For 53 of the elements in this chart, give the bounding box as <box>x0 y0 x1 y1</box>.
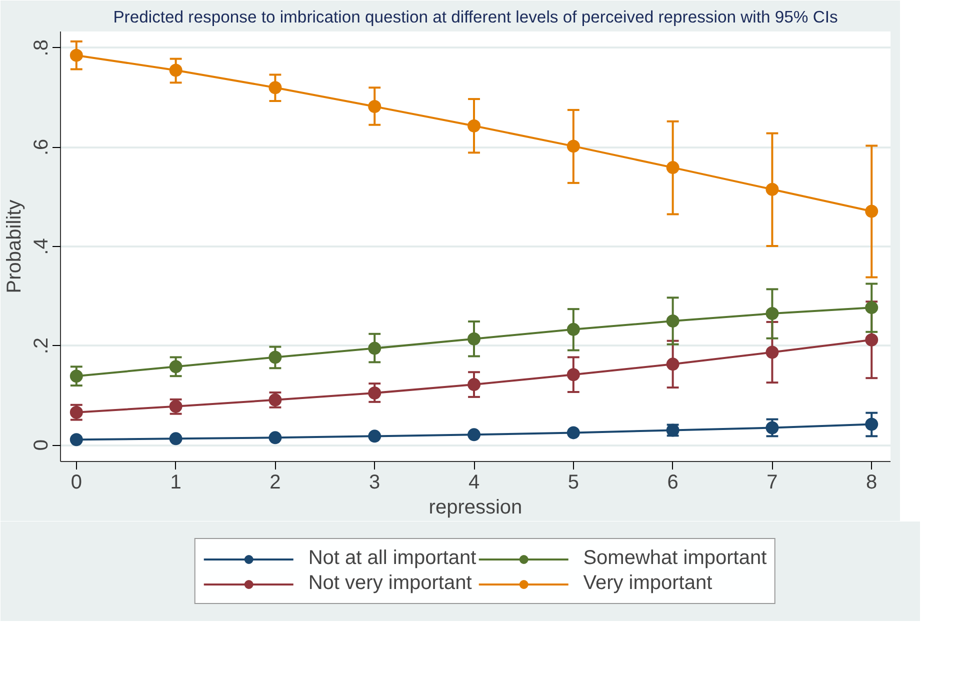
point <box>268 431 282 444</box>
legend-label: Not at all important <box>308 547 476 570</box>
legend-label: Very important <box>583 572 712 595</box>
y-tick-label: .4 <box>30 238 52 255</box>
x-tick-label: 6 <box>667 472 678 494</box>
point <box>268 81 282 94</box>
point <box>666 161 680 174</box>
point <box>70 433 83 446</box>
point <box>169 432 182 446</box>
point <box>865 301 878 314</box>
point <box>865 333 878 346</box>
point <box>468 428 481 442</box>
legend-label: Somewhat important <box>583 547 767 570</box>
y-axis-title: Probability <box>4 200 26 294</box>
point <box>70 48 83 62</box>
point <box>566 322 580 336</box>
y-tick-label: .6 <box>30 138 52 156</box>
point <box>468 332 481 346</box>
y-tick-label: 0 <box>30 440 52 451</box>
x-axis-title: repression <box>428 496 522 518</box>
point <box>766 182 779 196</box>
y-tick-label: .8 <box>30 40 52 56</box>
point <box>666 314 680 328</box>
x-tick-label: 4 <box>468 472 480 494</box>
point <box>766 307 779 320</box>
x-tick-label: 2 <box>270 472 281 494</box>
x-tick-label: 0 <box>70 472 82 494</box>
x-tick-label: 3 <box>369 472 380 494</box>
x-tick-label: 1 <box>170 472 182 494</box>
legend-label: Not very important <box>308 572 472 595</box>
point <box>766 346 779 359</box>
point <box>666 358 680 371</box>
point <box>268 350 282 364</box>
y-tick-label: .2 <box>30 337 52 354</box>
point <box>566 368 580 382</box>
point <box>368 342 382 355</box>
point <box>70 370 83 383</box>
x-tick-label: 7 <box>766 472 778 494</box>
point <box>566 426 580 440</box>
chart-title: Predicted response to imbrication question at different levels of perceived repression with 95% CIs <box>113 8 838 26</box>
point <box>368 386 382 400</box>
point <box>766 421 779 434</box>
point <box>368 100 382 113</box>
x-tick-label: 8 <box>866 472 878 494</box>
point <box>865 418 878 431</box>
x-tick-label: 5 <box>568 472 579 494</box>
point <box>368 430 382 443</box>
point <box>566 140 580 153</box>
point <box>865 204 878 218</box>
point <box>169 360 182 374</box>
point <box>169 64 182 77</box>
point <box>468 378 481 392</box>
point <box>468 119 481 132</box>
